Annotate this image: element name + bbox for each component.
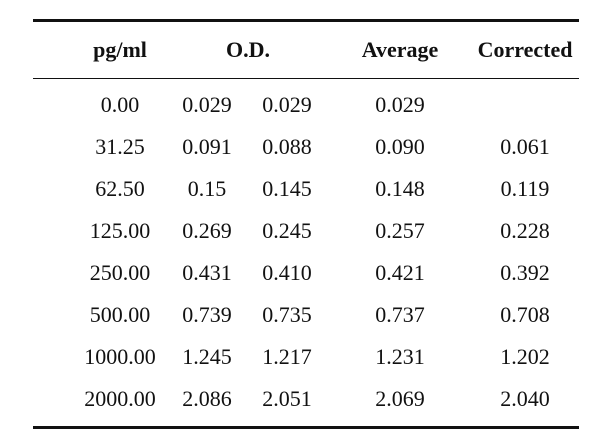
table-row: 125.00 0.269 0.245 0.257 0.228: [33, 210, 579, 252]
cell-corrected: 0.119: [500, 176, 550, 201]
cell-od-2: 0.145: [262, 176, 312, 201]
cell-od-1: 0.15: [187, 176, 227, 201]
table-row: 62.50 0.15 0.145 0.148 0.119: [33, 168, 579, 210]
cell-average: 0.148: [375, 176, 425, 201]
top-rule: [33, 19, 579, 22]
cell-average: 0.421: [375, 260, 425, 285]
cell-pg-ml: 2000.00: [84, 386, 156, 411]
table-header: pg/ml O.D. Average Corrected: [33, 22, 579, 78]
cell-corrected: 0.392: [500, 260, 550, 285]
table-row: 500.00 0.739 0.735 0.737 0.708: [33, 294, 579, 336]
cell-od-1: 2.086: [182, 386, 232, 411]
cell-od-1: 0.029: [182, 92, 232, 117]
data-table: pg/ml O.D. Average Corrected 0.00 0.029 …: [33, 19, 579, 429]
cell-pg-ml: 62.50: [95, 176, 145, 201]
cell-od-2: 1.217: [262, 344, 312, 369]
cell-pg-ml: 1000.00: [84, 344, 156, 369]
cell-average: 0.257: [375, 218, 425, 243]
cell-pg-ml: 250.00: [89, 260, 151, 285]
header-corrected: Corrected: [477, 37, 573, 62]
cell-corrected: 1.202: [500, 344, 550, 369]
header-rule: [33, 78, 579, 79]
table-body: 0.00 0.029 0.029 0.029 31.25 0.091 0.088…: [33, 79, 579, 426]
table-row: 2000.00 2.086 2.051 2.069 2.040: [33, 378, 579, 420]
cell-pg-ml: 31.25: [95, 134, 145, 159]
table-row: 1000.00 1.245 1.217 1.231 1.202: [33, 336, 579, 378]
cell-corrected: 0.061: [500, 134, 550, 159]
cell-od-1: 0.739: [182, 302, 232, 327]
cell-od-2: 0.029: [262, 92, 312, 117]
cell-corrected: 2.040: [500, 386, 550, 411]
cell-od-1: 0.431: [182, 260, 232, 285]
header-pg-ml: pg/ml: [93, 37, 147, 62]
cell-od-1: 0.269: [182, 218, 232, 243]
cell-od-2: 2.051: [262, 386, 312, 411]
cell-average: 0.029: [375, 92, 425, 117]
cell-average: 0.737: [375, 302, 425, 327]
table-row: 0.00 0.029 0.029 0.029: [33, 84, 579, 126]
cell-average: 0.090: [375, 134, 425, 159]
cell-od-2: 0.245: [262, 218, 312, 243]
header-average: Average: [361, 37, 439, 62]
cell-od-2: 0.735: [262, 302, 312, 327]
cell-pg-ml: 125.00: [89, 218, 151, 243]
cell-pg-ml: 0.00: [100, 92, 140, 117]
cell-od-2: 0.410: [262, 260, 312, 285]
header-od: O.D.: [226, 37, 270, 62]
cell-od-1: 1.245: [182, 344, 232, 369]
table-row: 31.25 0.091 0.088 0.090 0.061: [33, 126, 579, 168]
cell-corrected: 0.708: [500, 302, 550, 327]
cell-pg-ml: 500.00: [89, 302, 151, 327]
cell-average: 1.231: [375, 344, 425, 369]
table-row: 250.00 0.431 0.410 0.421 0.392: [33, 252, 579, 294]
cell-average: 2.069: [375, 386, 425, 411]
cell-od-1: 0.091: [182, 134, 232, 159]
bottom-rule: [33, 426, 579, 429]
cell-corrected: 0.228: [500, 218, 550, 243]
cell-od-2: 0.088: [262, 134, 312, 159]
